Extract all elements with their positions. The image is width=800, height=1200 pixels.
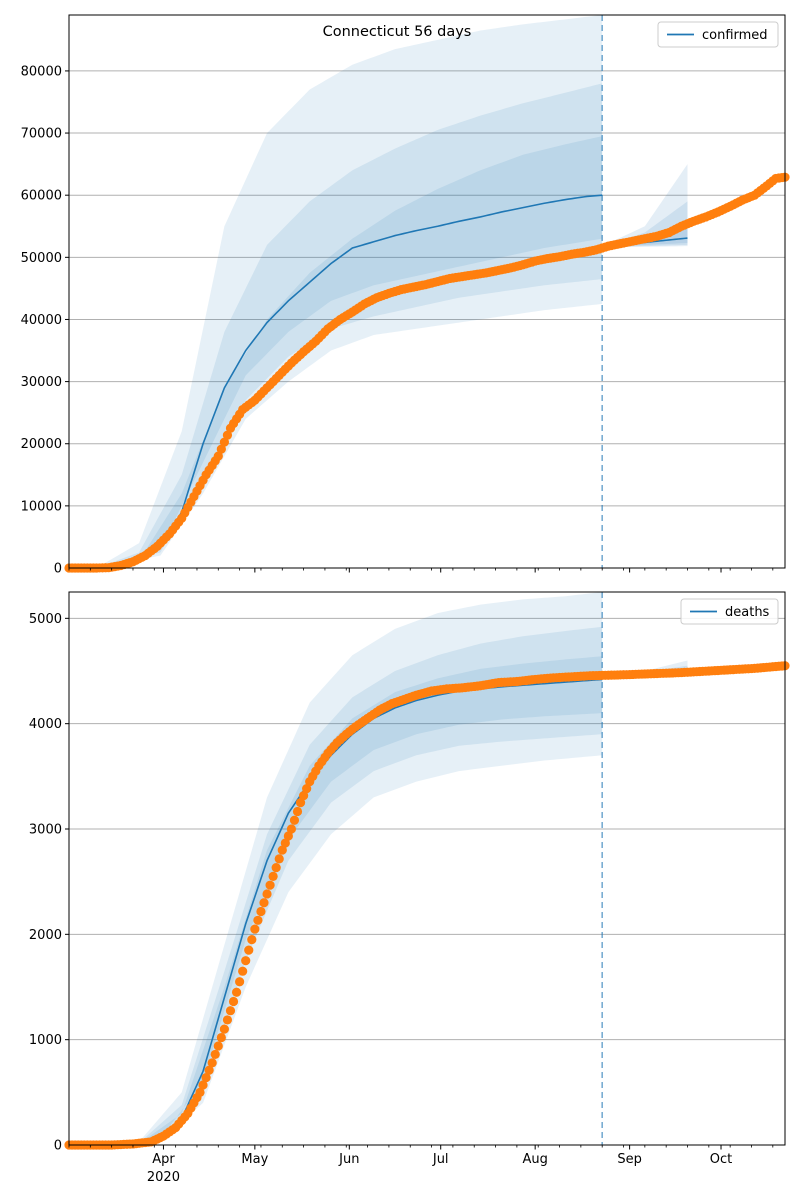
observed-point [250,924,260,934]
y-tick-label: 5000 [29,612,62,627]
observed-point [286,824,297,834]
observed-point [207,1058,217,1068]
y-tick-label: 70000 [21,127,62,142]
observed-point [204,1065,214,1075]
legend-box [680,598,779,625]
observed-point [238,966,248,976]
observed-point [265,880,275,890]
confirmed-panel: 0 10000 20000 30000 40000 50000 60000 70000 8000… [21,14,790,577]
y-tick-label: 30000 [21,375,62,390]
legend-box [657,21,779,48]
uncertainty-band [96,626,603,1145]
observed-point [195,1087,205,1097]
y-tick-label: 40000 [21,313,62,328]
observed-point [216,1032,226,1043]
observed-point [299,791,309,801]
axes-frame [68,591,786,1146]
deaths-panel: 0 1000 2000 3000 4000 5000 Apr 2020 May Jun Jul Aug… [29,591,790,1185]
x-tick-year-label: 2020 [147,1170,180,1185]
observed-point [268,871,278,882]
observed-point [213,1041,223,1051]
x-tick-label: May [241,1152,268,1167]
observed-point [222,430,233,440]
y-tick-label: 50000 [21,251,62,266]
uncertainty-band [96,83,603,568]
observed-point [259,898,269,908]
chart-title: Connecticut 56 days [323,24,472,40]
observed-point [241,956,251,966]
observed-point [292,806,303,817]
observed-point [198,1080,208,1090]
x-tick-label: Apr [152,1152,175,1167]
observed-point [253,915,263,925]
y-tick-label: 80000 [21,64,62,79]
observed-point [247,935,257,945]
observed-point [271,863,281,873]
observed-point [283,831,293,841]
x-tick-label: Sep [617,1152,642,1167]
observed-point [225,1006,236,1016]
observed-point [262,889,272,899]
observed-point [222,1015,233,1025]
observed-point [210,1049,220,1060]
observed-point [277,845,287,855]
observed-point [289,815,300,825]
x-tick-label: Oct [710,1152,732,1167]
observed-point [228,996,239,1007]
observed-point [274,854,284,864]
y-tick-label: 3000 [29,823,62,838]
x-tick-label: Jun [338,1152,359,1167]
observed-point [231,987,242,997]
observed-point [302,784,312,794]
y-tick-label: 10000 [21,499,62,514]
observed-point [201,1072,211,1083]
y-tick-label: 0 [54,1139,62,1154]
y-tick-label: 2000 [29,928,62,943]
uncertainty-band [96,592,603,1145]
legend-label: confirmed [702,28,768,43]
y-tick-label: 60000 [21,189,62,204]
observed-point [219,1024,229,1034]
uncertainty-band [96,15,603,568]
y-tick-label: 0 [54,562,62,577]
legend-label: deaths [725,605,770,620]
x-tick-label: Aug [522,1152,547,1167]
y-tick-label: 1000 [29,1033,62,1048]
x-tick-label: Jul [432,1152,449,1167]
observed-point [219,437,229,447]
observed-point [295,798,306,808]
observed-point [216,444,226,454]
observed-point [213,451,223,461]
forecast-band [602,164,688,248]
uncertainty-band [96,136,603,569]
uncertainty-band [96,656,603,1145]
y-tick-label: 4000 [29,717,62,732]
y-tick-label: 20000 [21,437,62,452]
observed-point [244,945,254,955]
observed-point [256,906,266,917]
observed-point [280,838,290,848]
axes-frame [68,14,786,569]
observed-point [235,977,245,987]
